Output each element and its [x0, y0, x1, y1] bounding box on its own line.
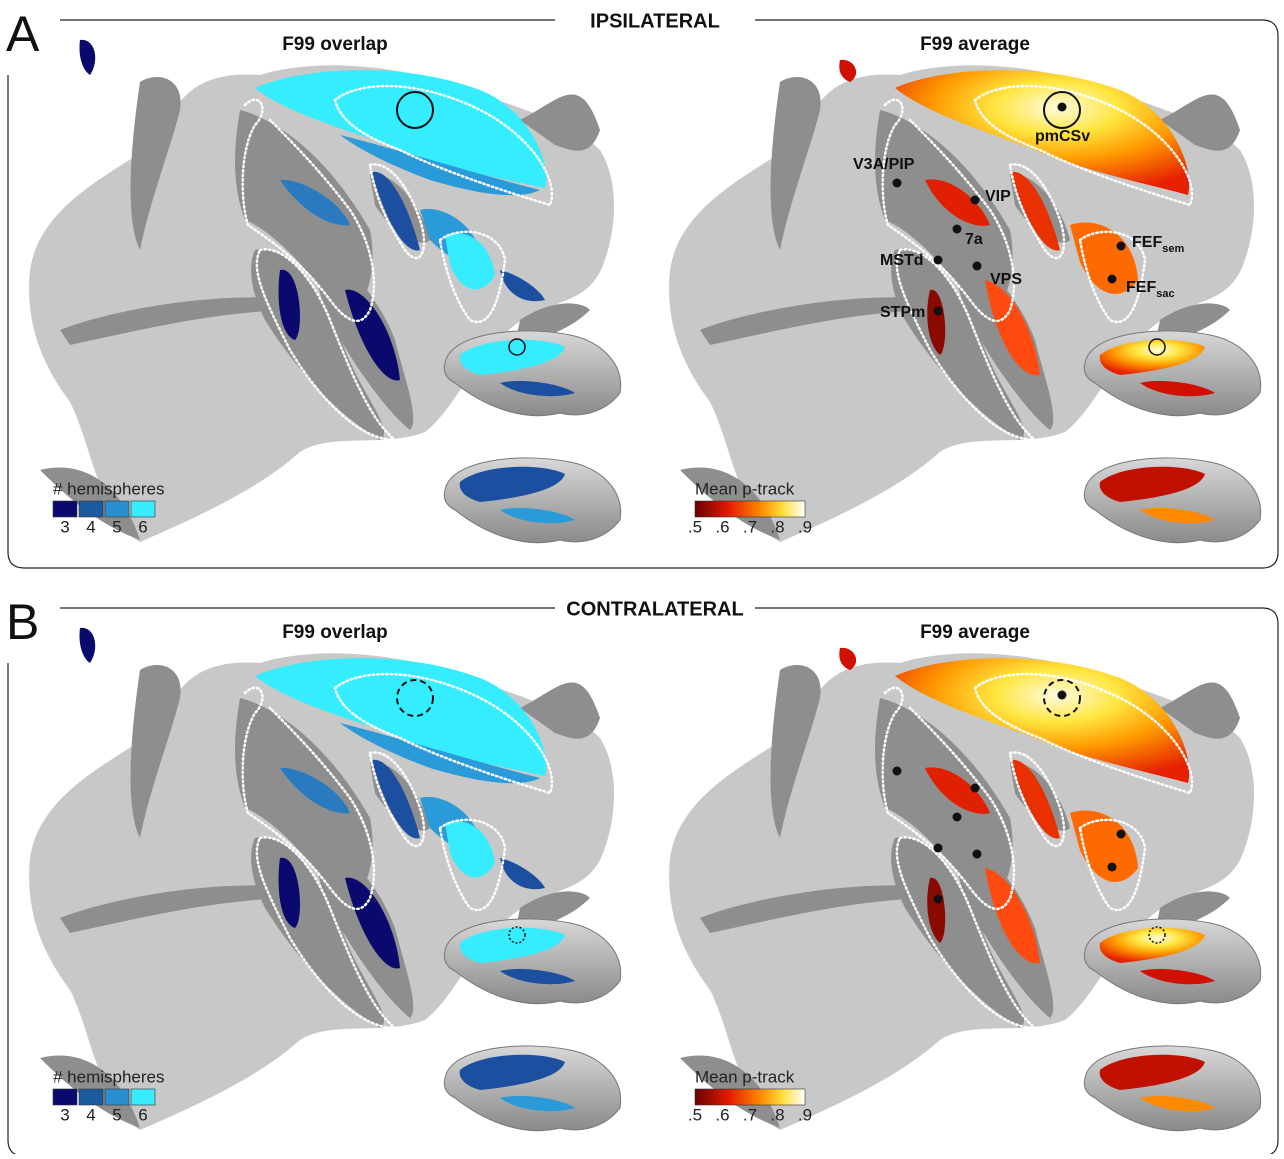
- panel-title: CONTRALATERAL: [566, 598, 743, 620]
- region-dot: [893, 767, 902, 776]
- region-label: MSTd: [880, 252, 924, 269]
- region-dot: [1117, 242, 1126, 251]
- region-dot: [934, 307, 943, 316]
- region-dot: [1058, 103, 1067, 112]
- region-dot: [1108, 863, 1117, 872]
- legend-swatch: [79, 1089, 103, 1105]
- legend-label: .9: [798, 517, 812, 536]
- region-dot: [973, 262, 982, 271]
- legend-swatch: [131, 1089, 155, 1105]
- legend-label: 3: [60, 1105, 69, 1124]
- region-dot: [934, 256, 943, 265]
- activation: [79, 40, 95, 75]
- activation: [839, 648, 856, 670]
- legend-swatch: [105, 501, 129, 517]
- legend-label: 4: [86, 1105, 95, 1124]
- panel: A IPSILATERAL F99 overlap # hemispheres 3456…: [0, 0, 1278, 568]
- region-label-main: V3A/PIP: [853, 156, 915, 173]
- legend-swatch: [79, 501, 103, 517]
- region-label: STPm: [880, 304, 925, 321]
- map: F99 overlap # hemispheres 3456: [29, 622, 621, 1131]
- legend-label: 6: [138, 1105, 147, 1124]
- region-dot: [953, 225, 962, 234]
- legend-label: .7: [743, 517, 757, 536]
- region-label-main: 7a: [965, 231, 983, 248]
- map-title: F99 overlap: [282, 622, 388, 643]
- legend-label: .6: [715, 517, 729, 536]
- region-label: 7a: [965, 231, 983, 248]
- region-label-sub: sac: [1156, 288, 1174, 300]
- region-label-main: VPS: [990, 271, 1022, 288]
- panel-title: IPSILATERAL: [590, 10, 720, 32]
- region-dot: [971, 196, 980, 205]
- legend-swatch: [131, 501, 155, 517]
- legend-label: .8: [770, 517, 784, 536]
- region-label-main: pmCSv: [1035, 128, 1090, 145]
- region-dot: [1058, 691, 1067, 700]
- map-title: F99 overlap: [282, 34, 388, 55]
- panel-letter: B: [6, 594, 39, 650]
- legend-label: .6: [715, 1105, 729, 1124]
- legend-title: # hemispheres: [53, 1067, 165, 1086]
- legend-label: .5: [688, 1105, 702, 1124]
- region-label: VIP: [985, 188, 1011, 205]
- region-label-sub: sem: [1162, 243, 1184, 255]
- figure: AIPSILATERALF99 overlap# hemispheres3456…: [0, 0, 1284, 1154]
- colorbar: [695, 501, 805, 517]
- legend-label: 4: [86, 517, 95, 536]
- region-label: pmCSv: [1035, 128, 1090, 145]
- region-dot: [934, 844, 943, 853]
- map-title: F99 average: [920, 622, 1030, 643]
- region-label-main: FEF: [1126, 279, 1156, 296]
- legend-label: 3: [60, 517, 69, 536]
- legend-swatch: [105, 1089, 129, 1105]
- legend-label: .8: [770, 1105, 784, 1124]
- legend-label: .9: [798, 1105, 812, 1124]
- region-dot: [971, 784, 980, 793]
- legend-swatch: [53, 1089, 77, 1105]
- region-label: VPS: [990, 271, 1022, 288]
- legend-label: .5: [688, 517, 702, 536]
- region-dot: [953, 813, 962, 822]
- region-dot: [1117, 830, 1126, 839]
- panel-letter: A: [6, 6, 40, 62]
- map: F99 average Mean p-track .5 .6 .7 .8 .9: [669, 622, 1261, 1131]
- legend-label: 6: [138, 517, 147, 536]
- region-dot: [893, 179, 902, 188]
- legend-title: Mean p-track: [695, 1067, 795, 1086]
- legend-title: # hemispheres: [53, 479, 165, 498]
- activation: [839, 60, 856, 82]
- region-dot: [1108, 275, 1117, 284]
- colorbar: [695, 1089, 805, 1105]
- region-label: V3A/PIP: [853, 156, 915, 173]
- region-label-main: VIP: [985, 188, 1011, 205]
- legend-title: Mean p-track: [695, 479, 795, 498]
- region-dot: [934, 895, 943, 904]
- legend-label: 5: [112, 517, 121, 536]
- legend-label: 5: [112, 1105, 121, 1124]
- region-label-main: MSTd: [880, 252, 924, 269]
- region-dot: [973, 850, 982, 859]
- region-label-main: FEF: [1132, 234, 1162, 251]
- legend-swatch: [53, 501, 77, 517]
- region-label-main: STPm: [880, 304, 925, 321]
- activation: [79, 628, 95, 663]
- legend-label: .7: [743, 1105, 757, 1124]
- map-title: F99 average: [920, 34, 1030, 55]
